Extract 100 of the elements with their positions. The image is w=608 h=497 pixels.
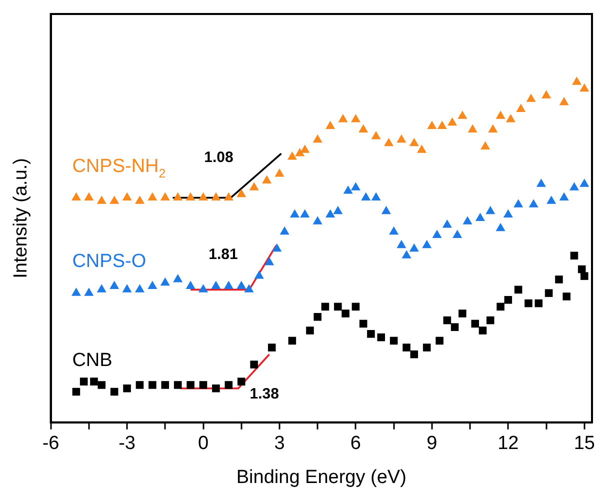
point xyxy=(148,192,158,201)
point xyxy=(287,151,297,160)
point xyxy=(488,124,498,132)
point xyxy=(250,360,258,368)
point xyxy=(409,243,419,252)
point xyxy=(134,196,144,204)
point xyxy=(122,284,132,292)
point xyxy=(359,320,368,328)
point xyxy=(417,144,427,153)
annotation: 1.38 xyxy=(250,386,279,403)
point xyxy=(306,326,314,334)
point xyxy=(443,316,452,324)
point xyxy=(389,226,399,235)
point xyxy=(544,289,553,297)
point xyxy=(186,280,196,290)
point xyxy=(559,96,569,106)
point xyxy=(123,384,131,392)
point xyxy=(572,76,582,85)
point xyxy=(272,243,282,252)
point xyxy=(244,284,254,292)
point xyxy=(514,286,522,294)
point xyxy=(496,110,506,119)
point xyxy=(71,192,81,201)
point xyxy=(504,296,512,304)
point xyxy=(290,209,300,218)
point xyxy=(122,192,132,201)
point xyxy=(555,276,563,284)
point xyxy=(295,148,305,156)
point xyxy=(396,134,406,143)
point xyxy=(342,310,350,318)
point xyxy=(350,114,360,122)
point xyxy=(264,256,274,266)
point xyxy=(367,330,375,338)
point xyxy=(442,220,452,228)
point xyxy=(350,182,360,190)
point xyxy=(580,272,588,280)
point xyxy=(475,212,485,221)
point xyxy=(71,288,81,296)
point xyxy=(312,216,322,224)
x-tick-label: 12 xyxy=(498,433,519,454)
point xyxy=(528,199,538,208)
point xyxy=(90,378,98,386)
point xyxy=(559,192,569,201)
point xyxy=(236,280,246,290)
point xyxy=(524,299,532,308)
point xyxy=(352,302,360,311)
point xyxy=(84,288,94,296)
point xyxy=(410,350,418,358)
series-label: CNPS-O xyxy=(72,251,146,272)
point xyxy=(516,104,526,112)
point xyxy=(288,336,296,345)
point xyxy=(212,384,220,392)
point xyxy=(237,378,246,386)
point xyxy=(468,124,478,132)
point xyxy=(546,196,556,204)
point xyxy=(72,388,80,396)
point xyxy=(427,120,437,130)
point xyxy=(432,230,442,238)
point xyxy=(110,388,118,396)
point xyxy=(262,175,272,184)
point xyxy=(211,280,221,290)
point xyxy=(161,381,170,389)
point xyxy=(98,381,106,389)
point xyxy=(110,196,120,204)
point xyxy=(569,182,579,190)
point xyxy=(326,120,336,130)
point xyxy=(160,192,170,201)
x-tick-label: -3 xyxy=(118,433,136,454)
point xyxy=(333,206,343,214)
point xyxy=(148,381,156,389)
x-tick-label: 6 xyxy=(350,433,361,454)
point xyxy=(326,209,336,218)
x-tick-label: -6 xyxy=(42,433,60,454)
point xyxy=(496,222,506,232)
y-axis-title: Intensity (a.u.) xyxy=(10,158,32,278)
point xyxy=(580,83,590,92)
point xyxy=(478,326,487,334)
point xyxy=(199,381,208,389)
point xyxy=(570,252,578,260)
point xyxy=(447,117,458,126)
point xyxy=(422,240,432,248)
point xyxy=(422,344,431,352)
point xyxy=(134,284,144,292)
point xyxy=(496,302,504,311)
point xyxy=(268,344,276,352)
point xyxy=(437,120,447,130)
point xyxy=(186,192,196,201)
point xyxy=(503,209,513,218)
point xyxy=(80,378,88,386)
point xyxy=(562,292,570,300)
annotation: 1.81 xyxy=(208,246,238,263)
point xyxy=(173,274,183,282)
point xyxy=(486,206,496,214)
series-label: CNB xyxy=(72,350,112,371)
point xyxy=(148,280,158,290)
point xyxy=(361,192,371,201)
point xyxy=(402,250,412,258)
point xyxy=(462,216,472,224)
point xyxy=(384,138,394,146)
point xyxy=(381,206,391,214)
